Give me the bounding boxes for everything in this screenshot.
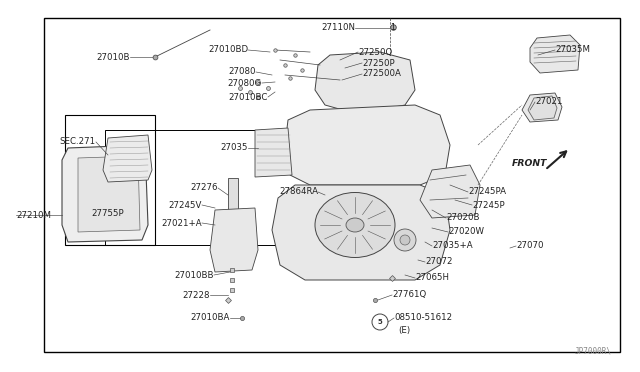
Text: 27010BC: 27010BC bbox=[228, 93, 268, 102]
Bar bbox=[228, 178, 238, 218]
Polygon shape bbox=[315, 52, 415, 112]
Text: 27228: 27228 bbox=[182, 291, 210, 299]
Polygon shape bbox=[103, 135, 152, 182]
Text: 27072: 27072 bbox=[425, 257, 452, 266]
Text: JP7000R\: JP7000R\ bbox=[575, 346, 612, 355]
Text: 27245PA: 27245PA bbox=[468, 187, 506, 196]
Text: FRONT: FRONT bbox=[512, 158, 548, 167]
Polygon shape bbox=[530, 35, 580, 73]
Ellipse shape bbox=[394, 229, 416, 251]
Text: 27755P: 27755P bbox=[92, 208, 124, 218]
Text: 27250P: 27250P bbox=[362, 58, 395, 67]
Polygon shape bbox=[272, 185, 450, 280]
Polygon shape bbox=[528, 96, 557, 120]
Text: 27864RA: 27864RA bbox=[279, 187, 318, 196]
Text: 27010BD: 27010BD bbox=[208, 45, 248, 55]
Ellipse shape bbox=[400, 235, 410, 245]
Text: 1: 1 bbox=[390, 23, 395, 32]
Polygon shape bbox=[420, 165, 480, 218]
Text: 27210M: 27210M bbox=[16, 211, 51, 219]
Text: 27065H: 27065H bbox=[415, 273, 449, 282]
Text: 27020W: 27020W bbox=[448, 228, 484, 237]
Text: 27010B: 27010B bbox=[97, 52, 130, 61]
Text: 27035+A: 27035+A bbox=[432, 241, 472, 250]
Text: 27035: 27035 bbox=[221, 144, 248, 153]
Text: 27021+A: 27021+A bbox=[161, 218, 202, 228]
Polygon shape bbox=[210, 208, 258, 272]
Text: 27035M: 27035M bbox=[555, 45, 590, 55]
Text: 27761Q: 27761Q bbox=[392, 291, 426, 299]
Text: SEC.271: SEC.271 bbox=[60, 138, 96, 147]
Text: 27020B: 27020B bbox=[446, 214, 479, 222]
Polygon shape bbox=[285, 105, 450, 185]
Polygon shape bbox=[255, 128, 292, 177]
Text: 27080: 27080 bbox=[228, 67, 256, 77]
Text: 27010BB: 27010BB bbox=[175, 270, 214, 279]
Text: 27245V: 27245V bbox=[168, 201, 202, 209]
Text: 27110N: 27110N bbox=[321, 23, 355, 32]
Text: 27245P: 27245P bbox=[472, 201, 504, 209]
Text: 27080G: 27080G bbox=[228, 78, 262, 87]
Polygon shape bbox=[78, 156, 140, 232]
Text: 27070: 27070 bbox=[516, 241, 543, 250]
Text: 27250Q: 27250Q bbox=[358, 48, 392, 57]
Text: 5: 5 bbox=[378, 319, 382, 325]
Text: 27010BA: 27010BA bbox=[191, 314, 230, 323]
Text: 27276: 27276 bbox=[191, 183, 218, 192]
Ellipse shape bbox=[346, 218, 364, 232]
Text: (E): (E) bbox=[398, 326, 410, 334]
Bar bbox=[65, 115, 155, 245]
Polygon shape bbox=[62, 145, 148, 242]
Text: 272500A: 272500A bbox=[362, 70, 401, 78]
Bar bbox=[105, 130, 320, 245]
Ellipse shape bbox=[315, 192, 395, 257]
Bar bbox=[44, 18, 620, 352]
Text: 27021: 27021 bbox=[535, 97, 563, 106]
Text: 08510-51612: 08510-51612 bbox=[394, 314, 452, 323]
Polygon shape bbox=[522, 93, 562, 122]
